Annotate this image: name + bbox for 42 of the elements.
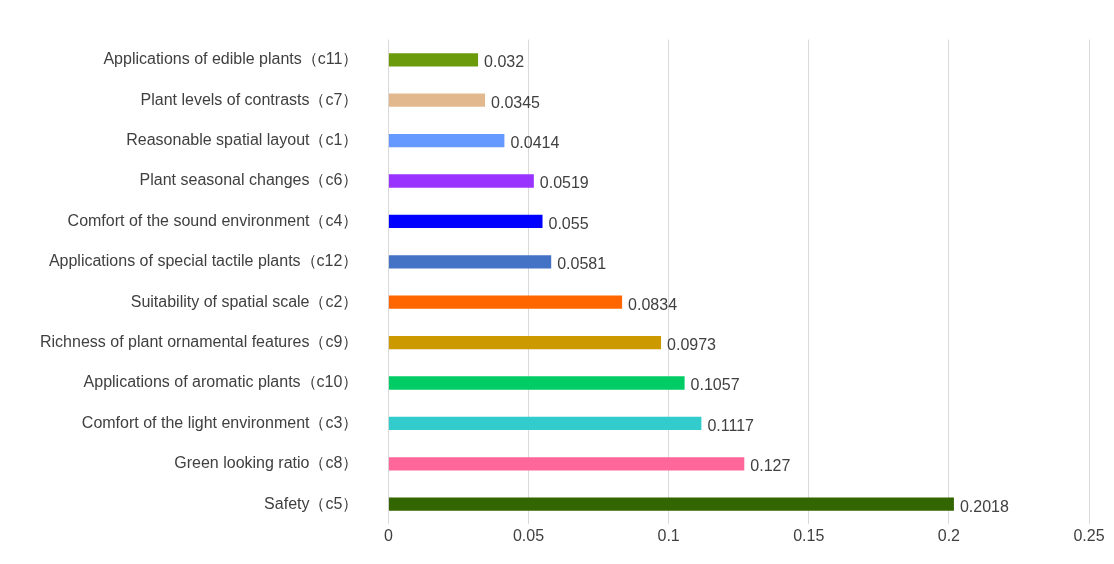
bar bbox=[388, 214, 543, 229]
x-tick-label: 0.1 bbox=[657, 527, 680, 545]
y-tick-label: Safety（c5） bbox=[264, 494, 359, 512]
bar bbox=[388, 53, 479, 67]
data-label: 0.0581 bbox=[557, 255, 607, 273]
y-tick-label: Reasonable spatial layout（c1） bbox=[126, 131, 359, 149]
y-tick-label: Comfort of the sound environment（c4） bbox=[67, 211, 359, 229]
data-label: 0.055 bbox=[548, 214, 589, 232]
bar bbox=[388, 457, 745, 471]
x-tick-label: 0.2 bbox=[937, 527, 961, 545]
y-tick-label: Applications of aromatic plants（c10） bbox=[83, 373, 359, 391]
bar bbox=[388, 133, 505, 148]
data-label: 0.127 bbox=[750, 457, 791, 475]
y-tick-label: Plant levels of contrasts（c7） bbox=[140, 90, 359, 108]
data-label: 0.1057 bbox=[690, 376, 740, 394]
data-label: 0.0834 bbox=[628, 295, 678, 313]
data-label: 0.2018 bbox=[959, 497, 1009, 515]
y-tick-label: Comfort of the light environment（c3） bbox=[81, 413, 359, 431]
y-tick-label: Applications of edible plants（c11） bbox=[103, 50, 359, 68]
y-tick-label: Green looking ratio（c8） bbox=[174, 454, 359, 472]
bar bbox=[388, 416, 702, 431]
data-label: 0.032 bbox=[484, 53, 525, 71]
data-label: 0.0519 bbox=[539, 174, 589, 192]
bar bbox=[388, 93, 486, 107]
bar bbox=[388, 335, 662, 350]
y-tick-label: Suitability of spatial scale（c2） bbox=[130, 292, 359, 310]
y-tick-label: Plant seasonal changes（c6） bbox=[139, 171, 359, 189]
y-tick-label: Applications of special tactile plants（c12） bbox=[48, 252, 359, 270]
y-tick-label: Richness of plant ornamental features（c9） bbox=[39, 333, 359, 351]
bar bbox=[388, 174, 534, 188]
x-tick-label: 0.25 bbox=[1073, 527, 1105, 545]
x-tick-label: 0.15 bbox=[793, 527, 825, 545]
bar bbox=[388, 497, 954, 511]
x-tick-label: 0.05 bbox=[512, 527, 545, 545]
bar bbox=[388, 255, 552, 269]
data-label: 0.0973 bbox=[667, 336, 717, 354]
x-tick-label: 0 bbox=[383, 527, 393, 545]
data-label: 0.0345 bbox=[491, 93, 541, 111]
bar bbox=[388, 376, 685, 390]
bar bbox=[388, 295, 623, 309]
data-label: 0.0414 bbox=[510, 134, 560, 152]
data-label: 0.1117 bbox=[707, 416, 755, 434]
